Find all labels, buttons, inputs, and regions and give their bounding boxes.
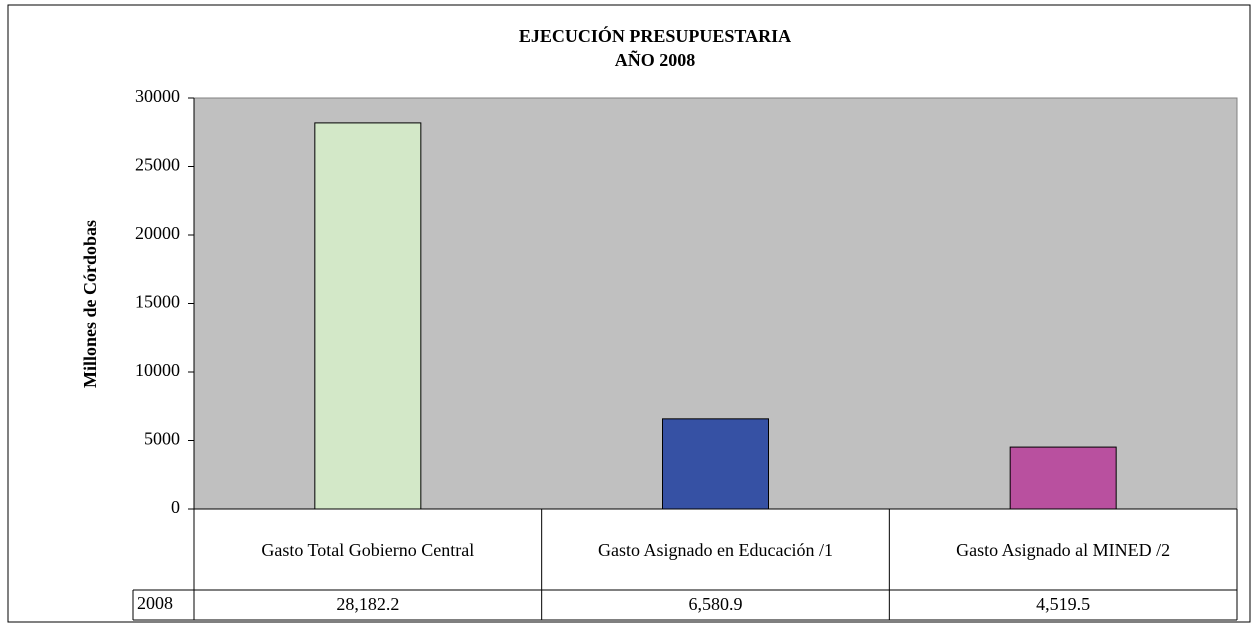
data-label: 6,580.9 <box>689 594 743 614</box>
bar <box>662 418 769 510</box>
y-tick-label: 10000 <box>135 360 180 380</box>
y-tick-label: 30000 <box>135 86 180 106</box>
data-label: 4,519.5 <box>1036 594 1090 614</box>
y-axis-label: Millones de Córdobas <box>80 220 100 388</box>
y-tick-label: 15000 <box>135 292 180 312</box>
y-tick-label: 20000 <box>135 223 180 243</box>
category-cell: Gasto Total Gobierno Central <box>261 539 475 560</box>
legend-label: 2008 <box>137 593 173 613</box>
category-cell: Gasto Asignado en Educación /1 <box>598 539 833 560</box>
category-cell: Gasto Asignado al MINED /2 <box>956 539 1171 560</box>
y-tick-label: 0 <box>171 497 180 517</box>
x-tick-label: Gasto Total Gobierno Central <box>261 539 475 560</box>
bar <box>1009 446 1117 510</box>
y-tick-label: 25000 <box>135 155 180 175</box>
data-label: 28,182.2 <box>336 594 399 614</box>
chart-subtitle: AÑO 2008 <box>615 49 696 70</box>
chart-title: EJECUCIÓN PRESUPUESTARIA <box>519 25 791 46</box>
bar <box>314 122 422 510</box>
y-tick-label: 5000 <box>144 429 180 449</box>
x-tick-label: Gasto Asignado en Educación /1 <box>598 539 833 560</box>
x-tick-label: Gasto Asignado al MINED /2 <box>956 539 1171 560</box>
